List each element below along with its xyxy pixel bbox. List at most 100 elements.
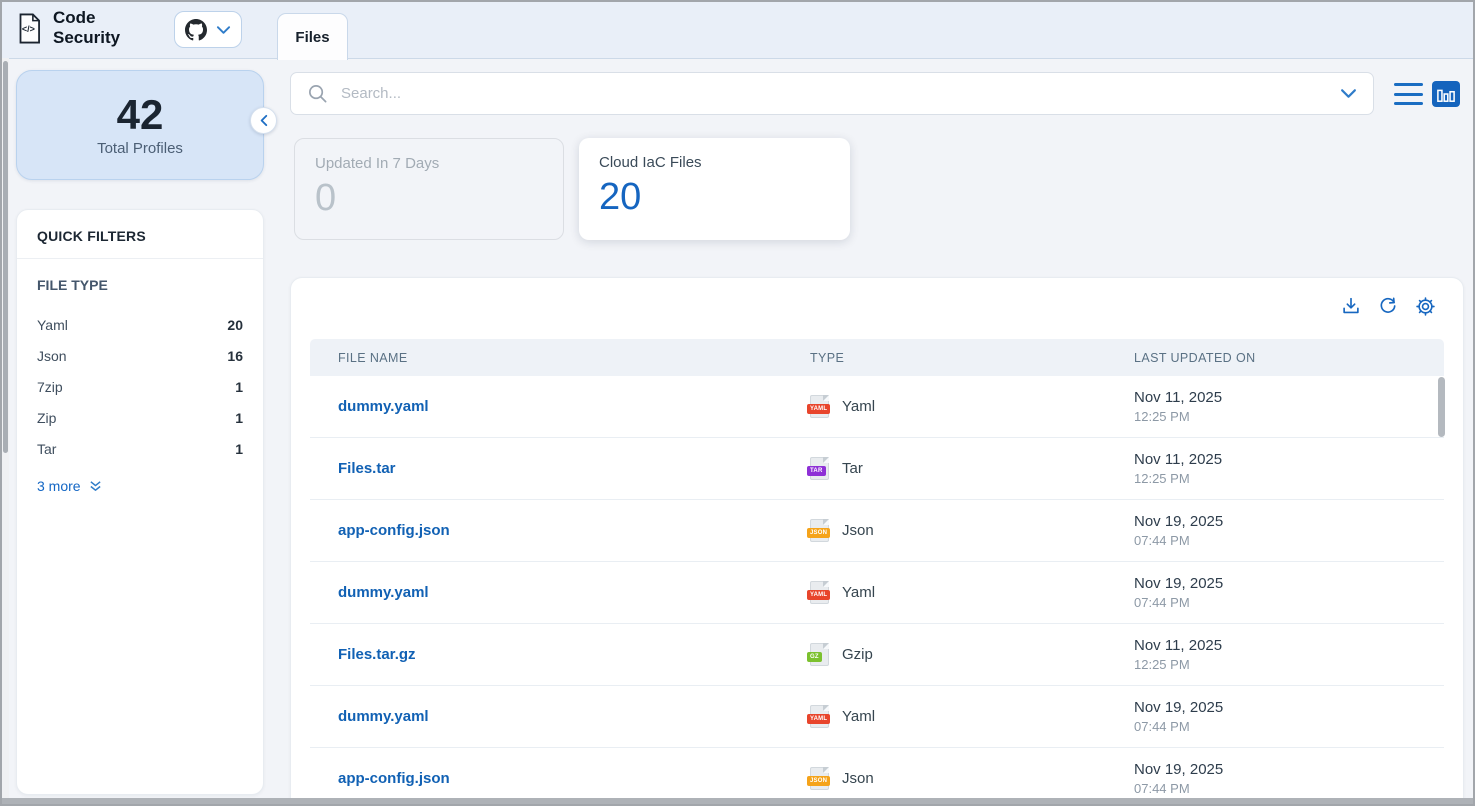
table-row: Files.tar TAR Tar Nov 11, 2025 12:25 PM <box>310 438 1444 500</box>
filter-label: Tar <box>37 440 57 457</box>
last-updated-time: 07:44 PM <box>1134 533 1190 548</box>
github-icon <box>185 18 207 40</box>
last-updated-date: Nov 11, 2025 <box>1134 451 1223 468</box>
list-view-toggle-icon[interactable] <box>1394 83 1423 105</box>
app-brand: </> Code Security <box>16 8 133 49</box>
file-type-icon: YAML <box>807 395 831 418</box>
file-type-badge: gz <box>807 652 822 662</box>
file-type-text: Tar <box>842 460 863 477</box>
sidebar-collapse-button[interactable] <box>250 107 277 134</box>
stat-value: 20 <box>599 176 642 218</box>
table-row: app-config.json JSON Json Nov 19, 2025 0… <box>310 748 1444 798</box>
last-updated-date: Nov 19, 2025 <box>1134 513 1224 530</box>
last-updated-time: 12:25 PM <box>1134 409 1190 424</box>
table-row: Files.tar.gz gz Gzip Nov 11, 2025 12:25 … <box>310 624 1444 686</box>
file-name-link[interactable]: dummy.yaml <box>338 397 429 415</box>
file-type-icon: YAML <box>807 581 831 604</box>
file-type-text: Yaml <box>842 584 876 601</box>
double-chevron-down-icon <box>89 480 101 491</box>
last-updated-time: 07:44 PM <box>1134 595 1190 610</box>
total-profiles-label: Total Profiles <box>97 139 183 157</box>
table-row: dummy.yaml YAML Yaml Nov 19, 2025 07:44 … <box>310 562 1444 624</box>
scrollbar-thumb[interactable] <box>1438 377 1445 437</box>
filter-count: 16 <box>227 347 243 364</box>
window-horizontal-scrollbar[interactable] <box>2 798 1473 804</box>
refresh-icon[interactable] <box>1376 294 1400 318</box>
quick-filters-title: QUICK FILTERS <box>37 228 146 244</box>
table-header-row: FILE NAME TYPE LAST UPDATED ON <box>310 339 1444 376</box>
stat-label: Updated In 7 Days <box>315 155 440 172</box>
search-bar <box>290 72 1374 115</box>
filter-item[interactable]: 7zip 1 <box>37 371 243 402</box>
show-more-filters-link[interactable]: 3 more <box>37 478 243 494</box>
last-updated-date: Nov 19, 2025 <box>1134 761 1224 778</box>
file-type-badge: TAR <box>807 466 826 476</box>
search-icon <box>309 85 327 103</box>
file-name-link[interactable]: dummy.yaml <box>338 583 429 601</box>
file-type-text: Json <box>842 770 874 787</box>
scrollbar-thumb[interactable] <box>3 61 8 453</box>
file-type-badge: YAML <box>807 404 831 414</box>
last-updated-time: 07:44 PM <box>1134 719 1190 734</box>
file-name-link[interactable]: Files.tar <box>338 459 396 477</box>
file-type-icon: TAR <box>807 457 829 480</box>
last-updated-time: 12:25 PM <box>1134 657 1190 672</box>
files-table: FILE NAME TYPE LAST UPDATED ON dummy.yam… <box>310 339 1444 798</box>
files-table-panel: FILE NAME TYPE LAST UPDATED ON dummy.yam… <box>290 277 1464 798</box>
column-header-type: TYPE <box>810 350 845 365</box>
table-actions <box>1339 294 1437 318</box>
file-name-link[interactable]: dummy.yaml <box>338 707 429 725</box>
stat-card-cloud-iac-files[interactable]: Cloud IaC Files 20 <box>579 138 850 240</box>
filter-item[interactable]: Yaml 20 <box>37 309 243 340</box>
window-vertical-scrollbar[interactable] <box>2 58 9 798</box>
source-selector-button[interactable] <box>174 11 242 48</box>
file-type-text: Yaml <box>842 398 876 415</box>
divider <box>17 258 263 259</box>
last-updated-time: 12:25 PM <box>1134 471 1190 486</box>
file-type-text: Gzip <box>842 646 873 663</box>
quick-filters-panel: QUICK FILTERS FILE TYPE Yaml 20 Json 16 … <box>16 209 264 795</box>
chart-view-toggle-icon[interactable] <box>1432 81 1460 107</box>
filter-item[interactable]: Zip 1 <box>37 402 243 433</box>
file-type-text: Json <box>842 522 874 539</box>
table-row: dummy.yaml YAML Yaml Nov 19, 2025 07:44 … <box>310 686 1444 748</box>
table-row: app-config.json JSON Json Nov 19, 2025 0… <box>310 500 1444 562</box>
file-name-link[interactable]: app-config.json <box>338 769 450 787</box>
file-type-icon: gz <box>807 643 829 666</box>
table-vertical-scrollbar[interactable] <box>1438 377 1445 712</box>
file-type-badge: YAML <box>807 590 831 600</box>
file-type-badge: JSON <box>807 528 831 538</box>
stat-value: 0 <box>315 177 337 219</box>
last-updated-date: Nov 11, 2025 <box>1134 389 1223 406</box>
search-expand-chevron-down-icon[interactable] <box>1340 88 1357 99</box>
search-input[interactable] <box>341 85 1327 102</box>
filter-label: Json <box>37 347 67 364</box>
table-row: dummy.yaml YAML Yaml Nov 11, 2025 12:25 … <box>310 376 1444 438</box>
download-icon[interactable] <box>1339 294 1363 318</box>
code-file-icon: </> <box>19 13 40 44</box>
file-name-link[interactable]: app-config.json <box>338 521 450 539</box>
column-header-file-name: FILE NAME <box>338 350 408 365</box>
column-header-last-updated: LAST UPDATED ON <box>1134 350 1256 365</box>
settings-gear-icon[interactable] <box>1413 294 1437 318</box>
tab-files[interactable]: Files <box>277 13 348 60</box>
filter-item[interactable]: Json 16 <box>37 340 243 371</box>
file-type-icon: JSON <box>807 767 831 790</box>
chevron-left-icon <box>260 114 268 127</box>
last-updated-date: Nov 19, 2025 <box>1134 575 1224 592</box>
filter-count: 1 <box>235 378 243 395</box>
stat-label: Cloud IaC Files <box>599 154 702 171</box>
table-body: dummy.yaml YAML Yaml Nov 11, 2025 12:25 … <box>310 376 1444 798</box>
filter-list: Yaml 20 Json 16 7zip 1 Zip 1 Tar 1 <box>37 309 243 464</box>
last-updated-date: Nov 19, 2025 <box>1134 699 1224 716</box>
filter-count: 1 <box>235 440 243 457</box>
filter-item[interactable]: Tar 1 <box>37 433 243 464</box>
chevron-down-icon <box>216 25 231 34</box>
total-profiles-card[interactable]: 42 Total Profiles <box>16 70 264 180</box>
filter-label: 7zip <box>37 378 63 395</box>
app-title: Code Security <box>53 8 121 48</box>
filter-count: 20 <box>227 316 243 333</box>
file-name-link[interactable]: Files.tar.gz <box>338 645 416 663</box>
filter-label: Zip <box>37 409 57 426</box>
